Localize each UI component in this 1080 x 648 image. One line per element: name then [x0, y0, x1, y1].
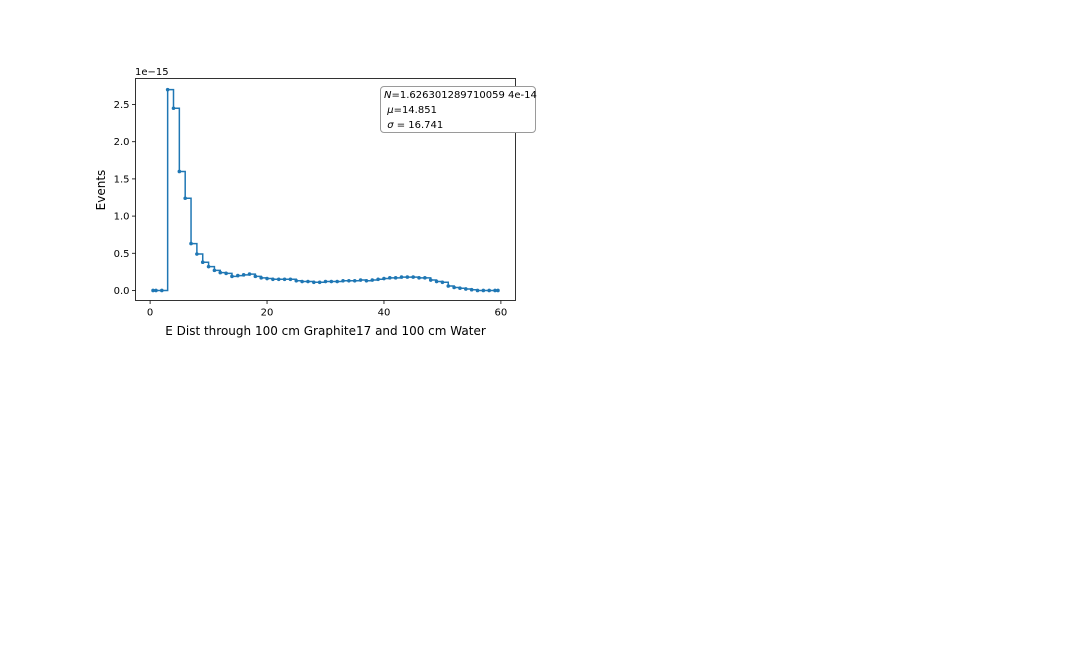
- y-tick-label: 2.0: [114, 137, 130, 148]
- data-point: [218, 270, 223, 275]
- n-value: =1.626301289710059 4e-14: [391, 90, 537, 101]
- data-point: [428, 278, 433, 282]
- data-point: [382, 276, 386, 281]
- n-symbol: N: [384, 90, 392, 101]
- data-point: [151, 288, 155, 293]
- x-tick-label: 60: [495, 308, 508, 319]
- data-point: [446, 284, 451, 288]
- x-axis-label: E Dist through 100 cm Graphite17 and 100…: [165, 324, 486, 338]
- data-point: [183, 196, 187, 201]
- data-point: [393, 276, 398, 280]
- y-offset-label: 1e−15: [135, 67, 169, 78]
- y-axis-ticks: 0.0 0.5 1.0 1.5 2.0 2.5: [114, 100, 136, 297]
- data-point: [352, 278, 357, 283]
- mu-symbol: μ: [387, 105, 394, 116]
- y-tick-label: 0.5: [114, 249, 130, 260]
- data-point: [282, 277, 287, 282]
- data-point: [493, 288, 497, 293]
- stats-sigma-line: σ = 16.741: [384, 118, 535, 133]
- data-point: [312, 280, 316, 285]
- data-point: [411, 275, 415, 279]
- data-point: [341, 278, 345, 283]
- data-point: [241, 273, 246, 277]
- data-point: [335, 279, 339, 284]
- data-point: [154, 288, 158, 293]
- sigma-value: = 16.741: [393, 120, 444, 131]
- data-point: [265, 276, 269, 281]
- data-point: [458, 286, 462, 291]
- data-point: [165, 87, 170, 92]
- data-point: [189, 241, 193, 246]
- data-point: [276, 277, 281, 282]
- y-tick-label: 1.0: [114, 212, 130, 223]
- y-axis-label: Events: [94, 170, 108, 211]
- data-point: [253, 274, 258, 279]
- data-point: [323, 279, 328, 284]
- data-point: [405, 275, 410, 279]
- plot-frame: [135, 78, 516, 301]
- data-point: [475, 288, 480, 293]
- data-point: [434, 279, 439, 284]
- x-tick-label: 20: [261, 308, 274, 319]
- data-point: [464, 287, 468, 291]
- data-point: [481, 288, 486, 293]
- data-point: [388, 276, 392, 280]
- x-axis-ticks: 0 20 40 60: [147, 300, 508, 319]
- stats-mu-line: μ=14.851: [384, 103, 535, 118]
- data-point: [417, 276, 421, 280]
- data-point: [259, 276, 263, 280]
- data-point: [306, 279, 310, 284]
- x-tick-label: 40: [378, 308, 391, 319]
- data-point: [317, 280, 322, 285]
- stats-n-line: N=1.626301289710059 4e-14: [384, 88, 537, 103]
- data-point: [376, 277, 380, 282]
- data-point: [271, 277, 275, 282]
- data-point: [171, 106, 176, 111]
- data-point: [496, 288, 500, 293]
- data-point: [370, 278, 375, 282]
- data-point: [329, 279, 334, 284]
- data-point: [347, 278, 351, 283]
- data-point: [469, 287, 474, 292]
- data-point: [300, 279, 304, 284]
- data-point: [399, 275, 404, 279]
- data-point: [358, 278, 363, 282]
- y-tick-label: 1.5: [114, 174, 130, 185]
- data-point: [423, 276, 427, 280]
- data-point: [212, 268, 217, 273]
- data-point: [206, 264, 211, 269]
- y-tick-label: 2.5: [114, 100, 130, 111]
- data-point: [236, 273, 240, 278]
- data-point: [195, 252, 199, 256]
- data-point: [364, 278, 369, 283]
- stats-legend-box: N=1.626301289710059 4e-14 μ=14.851 σ = 1…: [380, 86, 537, 133]
- data-point: [294, 278, 299, 283]
- data-point: [160, 288, 164, 293]
- data-markers: [151, 87, 500, 293]
- mu-value: =14.851: [393, 105, 437, 116]
- data-point: [487, 288, 491, 293]
- data-point: [452, 285, 456, 290]
- y-tick-label: 0.0: [114, 286, 130, 297]
- data-point: [247, 272, 252, 276]
- sigma-symbol: σ: [387, 120, 394, 131]
- x-tick-label: 0: [147, 308, 153, 319]
- data-point: [440, 280, 445, 285]
- data-point: [177, 169, 182, 174]
- data-point: [288, 277, 293, 282]
- data-point: [200, 260, 205, 264]
- data-point: [224, 271, 228, 276]
- data-point: [230, 274, 234, 279]
